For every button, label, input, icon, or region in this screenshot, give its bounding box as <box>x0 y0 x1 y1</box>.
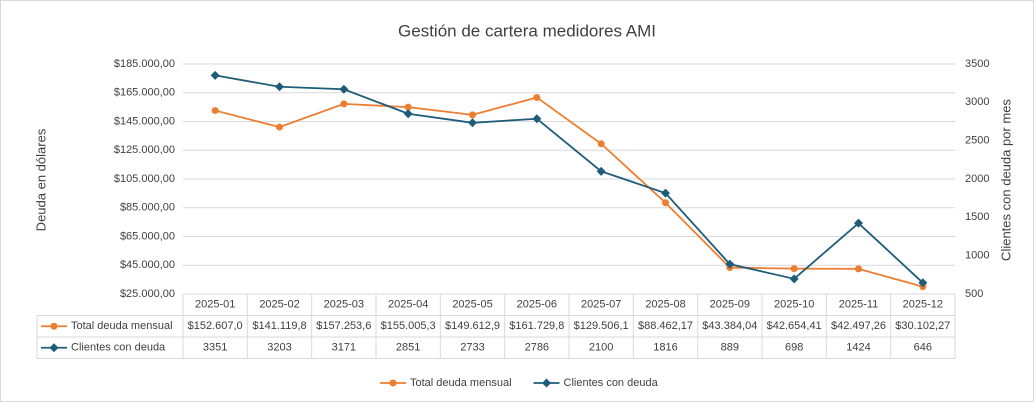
table-cell: $43.384,04 <box>702 320 757 332</box>
x-tick-label: 2025-10 <box>774 299 814 311</box>
y2-tick-label: 2500 <box>965 135 989 147</box>
data-point <box>854 218 863 228</box>
legend-key-marker <box>49 343 59 353</box>
data-point <box>276 123 283 131</box>
data-point <box>725 259 735 269</box>
y-tick-label: $65.000,00 <box>120 230 175 242</box>
data-point <box>339 84 349 94</box>
table-cell: 2851 <box>396 342 420 354</box>
table-cell: $42.654,41 <box>767 320 822 332</box>
x-tick-label: 2025-08 <box>645 299 685 311</box>
data-point <box>597 140 605 148</box>
table-cell: $149.612,9 <box>445 320 500 332</box>
data-point <box>789 274 799 284</box>
table-cell: 3351 <box>203 342 227 354</box>
table-cell: 2786 <box>525 342 549 354</box>
table-cell: $155.005,3 <box>381 320 436 332</box>
data-point <box>469 111 476 119</box>
y2-tick-label: 1000 <box>965 250 989 262</box>
y-tick-label: $145.000,00 <box>114 115 175 127</box>
table-cell: $141.119,8 <box>252 320 306 332</box>
data-point <box>661 188 670 198</box>
table-cell: $157.253,6 <box>316 320 371 332</box>
data-point <box>532 114 542 124</box>
y-tick-label: $85.000,00 <box>120 202 175 214</box>
table-row-label: Clientes con deuda <box>71 342 166 354</box>
x-tick-label: 2025-11 <box>839 299 879 311</box>
data-point <box>211 107 219 115</box>
data-point <box>790 265 798 273</box>
y2-tick-label: 3500 <box>965 58 989 70</box>
x-tick-label: 2025-09 <box>710 299 750 311</box>
legend-key-marker <box>50 322 58 330</box>
x-tick-label: 2025-02 <box>259 299 299 311</box>
y-tick-label: $165.000,00 <box>114 87 175 99</box>
data-point <box>468 118 477 128</box>
y-tick-label: $185.000,00 <box>114 58 175 70</box>
table-cell: $88.462,17 <box>638 320 693 332</box>
legend-key-marker <box>389 379 397 387</box>
x-tick-label: 2025-05 <box>452 299 492 311</box>
y-tick-label: $25.000,00 <box>120 288 175 300</box>
series-line <box>215 74 924 284</box>
chart-title: Gestión de cartera medidores AMI <box>398 21 656 40</box>
x-tick-label: 2025-06 <box>517 299 557 311</box>
data-point <box>596 166 606 176</box>
y2-axis-label: Clientes con deuda por mes <box>998 99 1013 261</box>
y2-tick-label: 1500 <box>965 211 989 223</box>
y-tick-label: $105.000,00 <box>114 173 175 185</box>
data-point <box>210 70 220 80</box>
x-tick-label: 2025-04 <box>388 299 428 311</box>
table-cell: 1424 <box>846 342 870 354</box>
table-cell: 3203 <box>267 342 291 354</box>
table-cell: 889 <box>721 342 739 354</box>
table-cell: 1816 <box>653 342 677 354</box>
table-cell: 698 <box>785 342 803 354</box>
data-point <box>855 265 862 273</box>
table-cell: $129.506,1 <box>574 320 629 332</box>
table-cell: 3171 <box>332 342 356 354</box>
y2-tick-label: 2000 <box>965 173 989 185</box>
data-point <box>533 93 541 101</box>
y-tick-label: $45.000,00 <box>120 259 175 271</box>
x-tick-label: 2025-03 <box>324 299 364 311</box>
table-cell: $152.607,0 <box>188 320 243 332</box>
data-point <box>403 109 413 119</box>
data-point <box>662 199 669 207</box>
y2-tick-label: 500 <box>965 288 983 300</box>
y2-tick-label: 3000 <box>965 96 989 108</box>
table-cell: 2100 <box>589 342 613 354</box>
data-point <box>275 82 284 92</box>
table-cell: $30.102,27 <box>895 320 950 332</box>
table-cell: $42.497,26 <box>831 320 886 332</box>
table-row-label: Total deuda mensual <box>71 320 173 332</box>
legend-key-marker <box>542 378 552 388</box>
data-point <box>404 103 412 111</box>
legend-label: Clientes con deuda <box>564 377 659 389</box>
table-cell: $161.729,8 <box>509 320 564 332</box>
y-tick-label: $125.000,00 <box>114 144 175 156</box>
legend-label: Total deuda mensual <box>410 377 512 389</box>
x-tick-label: 2025-07 <box>581 299 621 311</box>
data-point <box>340 100 348 108</box>
data-point <box>918 278 928 288</box>
table-cell: 646 <box>914 342 932 354</box>
x-tick-label: 2025-12 <box>903 299 943 311</box>
table-cell: 2733 <box>460 342 484 354</box>
x-tick-label: 2025-01 <box>195 299 235 311</box>
y-axis-label: Deuda en dólares <box>33 128 48 231</box>
